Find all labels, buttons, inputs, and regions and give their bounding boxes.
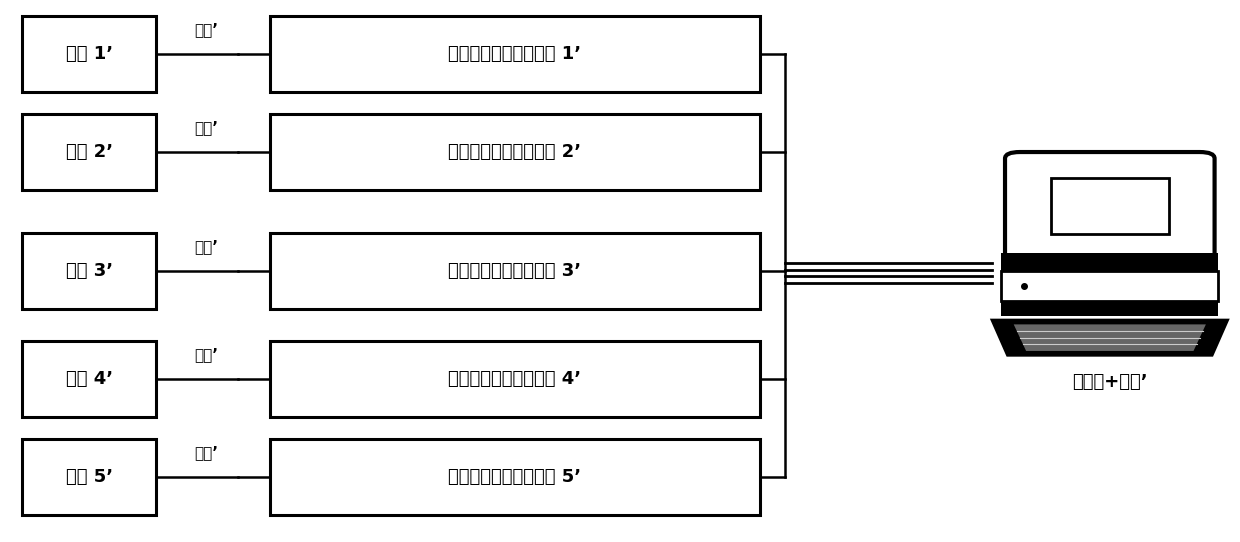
FancyBboxPatch shape (22, 16, 156, 92)
Text: 光纤’: 光纤’ (195, 347, 218, 363)
Text: 光子探测器及计数单元 3’: 光子探测器及计数单元 3’ (448, 262, 582, 280)
FancyBboxPatch shape (1002, 300, 1218, 315)
FancyBboxPatch shape (1002, 271, 1218, 300)
Text: 探头 2’: 探头 2’ (66, 143, 113, 161)
FancyBboxPatch shape (270, 341, 759, 417)
Text: 探头 5’: 探头 5’ (66, 468, 113, 486)
Text: 光纤’: 光纤’ (195, 120, 218, 135)
Text: 探头 3’: 探头 3’ (66, 262, 113, 280)
FancyBboxPatch shape (22, 114, 156, 190)
Polygon shape (1014, 325, 1205, 351)
Text: 光纤’: 光纤’ (195, 239, 218, 254)
Text: 光子探测器及计数单元 2’: 光子探测器及计数单元 2’ (448, 143, 582, 161)
FancyBboxPatch shape (270, 439, 759, 515)
FancyBboxPatch shape (270, 114, 759, 190)
Text: 光纤’: 光纤’ (195, 445, 218, 460)
Text: 探头 1’: 探头 1’ (66, 45, 113, 63)
Polygon shape (992, 320, 1228, 356)
FancyBboxPatch shape (22, 341, 156, 417)
FancyBboxPatch shape (1002, 254, 1218, 271)
Text: 光子探测器及计数单元 4’: 光子探测器及计数单元 4’ (448, 370, 582, 389)
Text: 光子探测器及计数单元 1’: 光子探测器及计数单元 1’ (448, 45, 582, 63)
Text: 计算机+软件’: 计算机+软件’ (1073, 373, 1147, 391)
FancyBboxPatch shape (22, 439, 156, 515)
FancyBboxPatch shape (22, 233, 156, 309)
FancyBboxPatch shape (270, 233, 759, 309)
Text: 光子探测器及计数单元 5’: 光子探测器及计数单元 5’ (448, 468, 582, 486)
Text: 光纤’: 光纤’ (195, 22, 218, 37)
FancyBboxPatch shape (1004, 152, 1215, 260)
Text: 探头 4’: 探头 4’ (66, 370, 113, 389)
FancyBboxPatch shape (270, 16, 759, 92)
FancyBboxPatch shape (1052, 178, 1168, 235)
